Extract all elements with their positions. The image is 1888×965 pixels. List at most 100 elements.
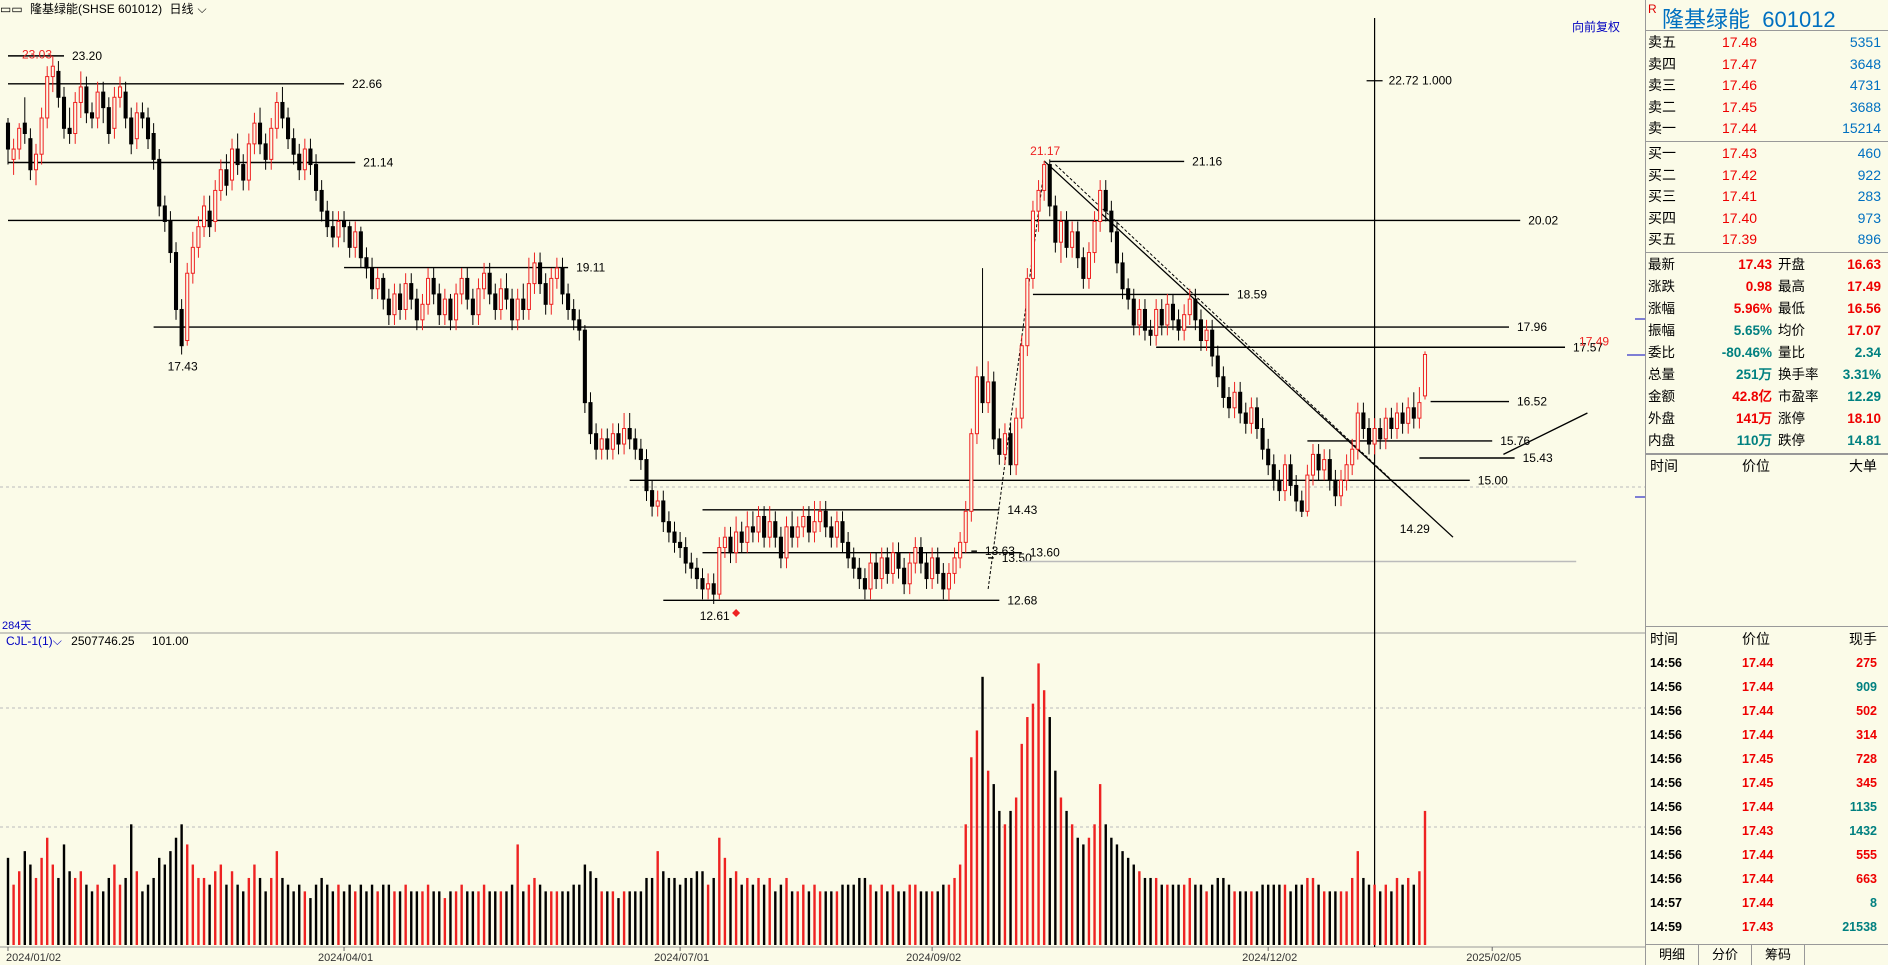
volume-bar	[46, 837, 49, 945]
volume-bar	[309, 898, 312, 945]
candle-body	[1008, 433, 1013, 466]
volume-bar	[264, 891, 267, 945]
tab-1[interactable]: 分价	[1699, 945, 1752, 965]
candle-body	[1193, 298, 1198, 321]
level-label: 15.76	[1500, 434, 1530, 448]
volume-bar	[589, 871, 592, 945]
period-selector[interactable]: 日线 ⌵	[169, 2, 207, 16]
volume-bar	[650, 877, 654, 945]
volume-bar	[729, 877, 732, 945]
candle-body	[974, 376, 979, 435]
candle-body	[213, 189, 218, 222]
bids-row[interactable]: 买二 17.42 922	[1646, 165, 1888, 187]
bids-label: 买一	[1648, 144, 1676, 161]
candle-body	[1282, 464, 1288, 492]
volume-bar	[1199, 884, 1203, 945]
window-toggle-icon[interactable]: ▭▭	[0, 2, 23, 16]
candle-body	[605, 438, 610, 450]
volume-bar	[1205, 891, 1208, 945]
volume-bar	[1149, 877, 1152, 945]
tick-volume: 728	[1856, 752, 1877, 766]
tick-price: 17.44	[1742, 896, 1774, 910]
asks-row[interactable]: 卖三 17.46 4731	[1646, 75, 1888, 97]
candlestick-chart[interactable]: 23.20 22.66 21.14 20.02 19.11 17.96 17.57 16.52…	[0, 0, 1645, 965]
indicator-selector[interactable]: CJL-1(1)⌵	[6, 634, 62, 648]
candle-body	[1277, 479, 1282, 492]
bids-row[interactable]: 买四 17.40 973	[1646, 208, 1888, 230]
candle-body	[1305, 474, 1310, 512]
volume-bar	[1294, 884, 1298, 945]
tab-2[interactable]: 筹码	[1752, 945, 1805, 965]
volume-bar	[762, 884, 766, 945]
bids-row[interactable]: 买三 17.41 283	[1646, 186, 1888, 208]
candle-body	[857, 567, 862, 580]
candle-body	[22, 122, 27, 135]
tab-0[interactable]: 明细	[1646, 945, 1699, 965]
candle-body	[482, 272, 487, 290]
candle-body	[1422, 354, 1428, 397]
candle-body	[1394, 412, 1400, 430]
candle-body	[11, 148, 16, 160]
level-label: 21.16	[1192, 154, 1222, 168]
candle-body	[734, 531, 739, 554]
volume-bar	[236, 884, 239, 945]
volume-bar	[29, 864, 32, 945]
volume-bar	[6, 857, 10, 945]
candle-body	[504, 288, 509, 300]
price-annotation: 17.43	[168, 360, 198, 374]
asks-row[interactable]: 卖二 17.45 3688	[1646, 97, 1888, 119]
candle-body	[1109, 210, 1114, 233]
stat-value: -80.46%	[1721, 344, 1772, 360]
volume-bar	[1328, 891, 1331, 945]
adjust-forward-button[interactable]: 向前复权	[1572, 20, 1621, 34]
candle-body	[78, 86, 83, 103]
asks-volume: 3648	[1849, 55, 1881, 72]
stats-row: 内盘 110万 跌停 14.81	[1646, 430, 1888, 452]
candle-body	[672, 531, 677, 543]
volume-bar	[482, 884, 486, 945]
candle-body	[201, 205, 207, 228]
asks-volume: 3688	[1849, 98, 1881, 115]
volume-bar	[617, 898, 620, 945]
candle-body	[991, 381, 996, 440]
tick-row: 14:59 17.43 21538	[1646, 915, 1888, 939]
volume-bar	[914, 884, 917, 945]
stats-row: 外盘 141万 涨停 18.10	[1646, 408, 1888, 430]
bids-label: 买四	[1648, 209, 1676, 226]
volume-bar	[790, 891, 794, 945]
tick-volume: 502	[1856, 704, 1877, 718]
level-label: 23.20	[72, 49, 102, 63]
bids-row[interactable]: 买五 17.39 896	[1646, 229, 1888, 251]
candle-body	[117, 86, 123, 98]
stat-label: 均价	[1778, 322, 1805, 338]
volume-bar	[656, 851, 659, 945]
candle-body	[1232, 391, 1237, 409]
candle-body	[1226, 396, 1232, 409]
candle-body	[381, 277, 386, 300]
volume-bar	[572, 884, 575, 945]
bids-row[interactable]: 买一 17.43 460	[1646, 143, 1888, 165]
volume-bar	[1334, 891, 1337, 945]
candle-body	[190, 246, 195, 274]
candle-body	[879, 557, 884, 580]
asks-row[interactable]: 卖一 17.44 15214	[1646, 118, 1888, 140]
candle-body	[84, 86, 89, 114]
asks-row[interactable]: 卖四 17.47 3648	[1646, 54, 1888, 76]
volume-bar	[516, 844, 519, 945]
stat-value: 17.49	[1847, 278, 1881, 294]
stats-row: 涨跌 0.98 最高 17.49	[1646, 276, 1888, 298]
candle-body	[1047, 164, 1052, 207]
candle-body	[426, 277, 431, 305]
volume-bar	[891, 884, 895, 945]
volume-bar	[634, 891, 637, 945]
chart-area[interactable]: 23.20 22.66 21.14 20.02 19.11 17.96 17.57 16.52…	[0, 0, 1645, 965]
volume-bar	[1222, 877, 1225, 945]
candle-body	[1137, 308, 1142, 326]
candle-body	[510, 298, 515, 321]
candle-body	[409, 283, 414, 300]
asks-row[interactable]: 卖五 17.48 5351	[1646, 32, 1888, 54]
candle-body	[1333, 479, 1338, 497]
volume-bar	[107, 877, 111, 945]
volume-bar	[919, 891, 923, 945]
volume-bar	[1395, 877, 1399, 945]
